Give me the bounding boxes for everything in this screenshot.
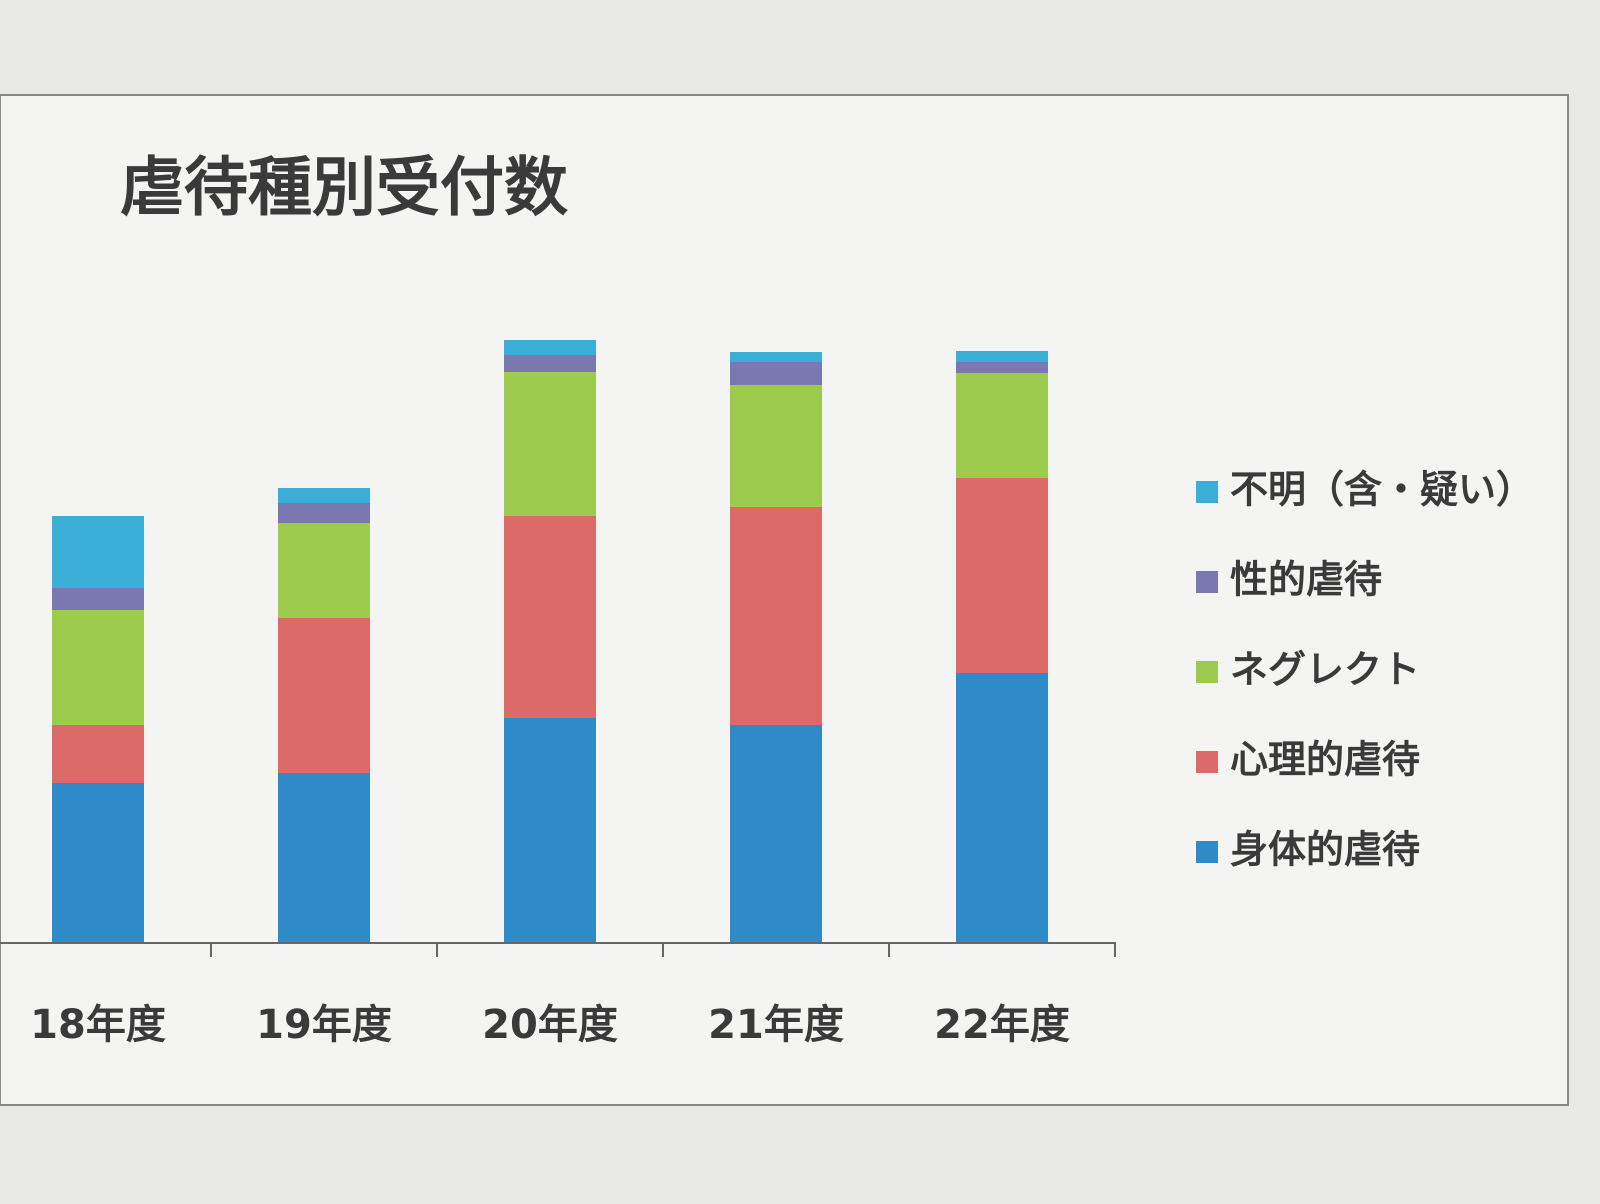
legend-label: 性的虐待 [1230, 558, 1382, 602]
bar-segment [52, 588, 144, 610]
bar-segment [730, 352, 822, 362]
legend-swatch [1196, 481, 1218, 503]
bar-segment [956, 673, 1048, 942]
bar-segment [956, 478, 1048, 673]
chart-title: 虐待種別受付数 [120, 152, 568, 226]
bar-segment [52, 725, 144, 783]
bar-segment [278, 773, 370, 942]
bar-segment [956, 373, 1048, 478]
legend-swatch [1196, 751, 1218, 773]
bar-segment [504, 355, 596, 372]
legend-label: 身体的虐待 [1230, 828, 1420, 872]
x-tick-label: 19年度 [256, 1002, 392, 1048]
legend-label: ネグレクト [1230, 648, 1420, 692]
legend-swatch [1196, 661, 1218, 683]
bar-segment [730, 385, 822, 507]
bar-segment [52, 610, 144, 725]
bar-segment [278, 488, 370, 503]
legend-label: 不明（含・疑い） [1230, 468, 1534, 512]
bar-segment [278, 523, 370, 618]
legend-swatch [1196, 571, 1218, 593]
bar-segment [504, 340, 596, 355]
legend-swatch [1196, 841, 1218, 863]
bar-segment [504, 516, 596, 718]
bar-segment [52, 783, 144, 942]
bar-segment [956, 362, 1048, 373]
bar-segment [730, 725, 822, 942]
x-tick-label: 20年度 [482, 1002, 618, 1048]
x-tick-label: 22年度 [934, 1002, 1070, 1048]
bar-segment [956, 351, 1048, 362]
bar-segment [504, 372, 596, 516]
bar-segment [278, 618, 370, 773]
x-tick-label: 21年度 [708, 1002, 844, 1048]
x-tick-label: 18年度 [30, 1002, 166, 1048]
bar-segment [278, 503, 370, 523]
bar-segment [730, 507, 822, 725]
bar-segment [730, 362, 822, 385]
bar-segment [504, 718, 596, 942]
legend-label: 心理的虐待 [1230, 738, 1420, 782]
bar-segment [52, 516, 144, 588]
